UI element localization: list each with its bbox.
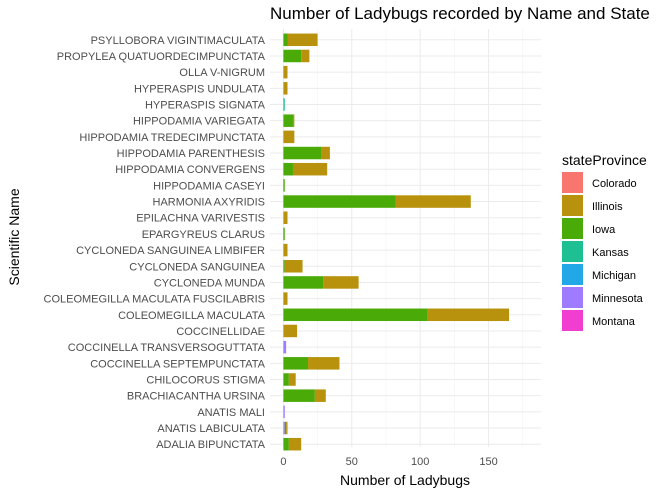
bar-segment	[283, 405, 285, 419]
y-tick-label: ANATIS LABICULATA	[157, 423, 265, 435]
y-tick-label: BRACHIACANTHA URSINA	[127, 391, 266, 403]
bar-segment	[283, 211, 288, 224]
y-axis-title: Scientific Name	[6, 188, 22, 285]
x-tick-label: 100	[411, 456, 429, 468]
bar-segment	[283, 33, 288, 47]
bar-segment	[283, 437, 289, 451]
y-tick-label: CYCLONEDA MUNDA	[154, 277, 266, 289]
bar-segment	[283, 82, 288, 95]
legend-swatch	[562, 264, 583, 285]
y-tick-label: COCCINELLA TRANSVERSOGUTTATA	[68, 342, 266, 354]
bar-segment	[283, 373, 289, 386]
legend-swatch	[562, 172, 583, 193]
legend-label: Michigan	[592, 270, 636, 282]
legend: stateProvince Colorado Illinois Iowa Kansas…	[562, 152, 647, 331]
legend-label: Illinois	[592, 201, 623, 213]
legend-label: Colorado	[592, 178, 637, 190]
legend-label: Kansas	[592, 247, 629, 259]
bar-segment	[286, 421, 288, 435]
y-tick-label: HIPPODAMIA CASEYI	[153, 180, 265, 192]
y-tick-label: COLEOMEGILLA MACULATA	[118, 310, 266, 322]
bar-segment	[284, 421, 287, 435]
bar-segment	[283, 146, 322, 160]
y-tick-label: HIPPODAMIA VARIEGATA	[133, 116, 266, 128]
bar-segment	[283, 98, 285, 111]
bar-segment	[283, 65, 288, 79]
y-tick-label: HYPERASPIS SIGNATA	[145, 100, 266, 112]
y-tick-label: ADALIA BIPUNCTATA	[156, 439, 265, 451]
bar-segment	[292, 114, 295, 127]
bar-segment	[283, 389, 315, 402]
x-axis-title: Number of Ladybugs	[340, 472, 470, 488]
bar-segment	[283, 308, 428, 322]
bar-segment	[314, 389, 326, 402]
legend-swatch	[562, 287, 583, 308]
bar-segment	[283, 324, 298, 338]
y-tick-label: CYCLONEDA SANGUINEA LIMBIFER	[76, 245, 265, 257]
x-tick-label: 50	[346, 456, 358, 468]
bar-segment	[283, 357, 309, 370]
bars	[283, 33, 510, 451]
y-tick-label: COLEOMEGILLA MACULATA FUSCILABRIS	[44, 294, 266, 306]
bar-segment	[283, 276, 324, 289]
x-tick-labels: 0 50 100 150	[280, 456, 497, 468]
y-tick-label: CHILOCORUS STIGMA	[146, 374, 265, 386]
bar-segment	[292, 162, 328, 176]
y-tick-label: PROPYLEA QUATUORDECIMPUNCTATA	[57, 51, 266, 63]
bar-segment	[288, 373, 296, 386]
chart-title: Number of Ladybugs recorded by Name and …	[270, 4, 650, 23]
y-tick-label: HYPERASPIS UNDULATA	[134, 83, 266, 95]
bar-segment	[283, 114, 293, 127]
bar-segment	[283, 292, 288, 305]
grid	[270, 29, 541, 447]
legend-swatch	[562, 310, 583, 331]
bar-segment	[283, 260, 285, 273]
bar-segment	[284, 260, 303, 273]
legend-title: stateProvince	[562, 152, 647, 168]
bar-segment	[321, 146, 330, 160]
bar-segment	[283, 195, 396, 208]
y-tick-label: HIPPODAMIA PARENTHESIS	[117, 148, 265, 160]
bar-segment	[283, 179, 285, 192]
bar-segment	[283, 49, 302, 63]
bar-segment	[283, 130, 295, 144]
y-tick-label: CYCLONEDA SANGUINEA	[129, 261, 265, 273]
y-tick-label: EPILACHNA VARIVESTIS	[136, 213, 265, 225]
bar-segment	[287, 33, 318, 47]
bar-segment	[323, 276, 359, 289]
x-tick-label: 150	[479, 456, 497, 468]
bar-segment	[283, 227, 285, 241]
y-tick-label: OLLA V-NIGRUM	[179, 67, 265, 79]
legend-swatch	[562, 195, 583, 216]
bar-segment	[283, 162, 293, 176]
legend-label: Iowa	[592, 224, 616, 236]
y-tick-labels: ADALIA BIPUNCTATA ANATIS LABICULATA ANATIS…	[44, 35, 266, 451]
legend-label: Minnesota	[592, 293, 644, 305]
legend-swatch	[562, 241, 583, 262]
bar-segment	[288, 437, 302, 451]
bar-segment	[308, 357, 340, 370]
bar-segment	[283, 340, 287, 354]
y-tick-label: HIPPODAMIA TREDECIMPUNCTATA	[79, 132, 265, 144]
y-tick-label: COCCINELLA SEPTEMPUNCTATA	[90, 358, 265, 370]
bar-segment	[395, 195, 471, 208]
legend-label: Montana	[592, 316, 636, 328]
bar-segment	[427, 308, 510, 322]
y-tick-label: HIPPODAMIA CONVERGENS	[115, 164, 265, 176]
y-tick-label: COCCINELLIDAE	[176, 326, 265, 338]
bar-segment	[283, 243, 288, 257]
bar-segment	[283, 421, 285, 435]
x-tick-label: 0	[280, 456, 286, 468]
legend-swatch	[562, 218, 583, 239]
y-tick-label: EPARGYREUS CLARUS	[142, 229, 265, 241]
y-tick-label: HARMONIA AXYRIDIS	[153, 197, 265, 209]
bar-segment	[301, 49, 310, 63]
y-tick-label: ANATIS MALI	[197, 407, 265, 419]
y-tick-label: PSYLLOBORA VIGINTIMACULATA	[91, 35, 266, 47]
